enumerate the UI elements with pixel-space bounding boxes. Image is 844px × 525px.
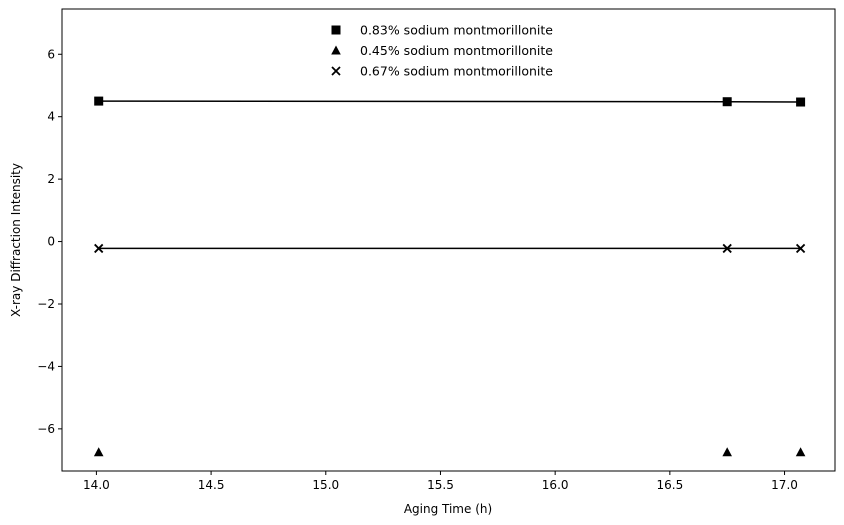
y-tick-label: −4	[37, 359, 55, 373]
data-point-shape	[94, 96, 104, 106]
x-tick-label: 14.5	[198, 478, 225, 492]
x-axis: 14.0 14.5 15.0 15.5 16.0 16.5 17.0	[83, 471, 798, 492]
legend-marker-shape	[331, 25, 341, 35]
y-tick-label: 6	[47, 47, 55, 61]
data-point-shape	[93, 447, 104, 457]
legend-item: 0.45% sodium montmorillonite	[331, 43, 553, 58]
x-tick-label: 16.5	[656, 478, 683, 492]
series-3	[94, 243, 806, 254]
legend: 0.83% sodium montmorillonite 0.45% sodium…	[331, 23, 553, 79]
legend-item: 0.83% sodium montmorillonite	[331, 23, 553, 38]
series-1	[94, 96, 806, 107]
x-axis-label: Aging Time (h)	[404, 502, 492, 516]
data-point	[722, 243, 732, 254]
data-point	[93, 447, 104, 457]
data-point	[796, 97, 806, 107]
x-tick-label: 15.5	[427, 478, 454, 492]
legend-item: 0.67% sodium montmorillonite	[331, 64, 553, 79]
data-point	[795, 243, 806, 254]
legend-marker	[331, 25, 341, 35]
data-point-stroke-b	[722, 243, 732, 254]
series-line	[98, 100, 801, 103]
data-point-shape	[795, 447, 806, 457]
plot-area	[93, 96, 806, 457]
legend-label: 0.83% sodium montmorillonite	[360, 23, 553, 38]
x-tick-label: 16.0	[542, 478, 569, 492]
legend-marker	[331, 45, 341, 55]
x-tick-label: 15.0	[312, 478, 339, 492]
y-tick-label: 0	[47, 235, 55, 249]
x-tick-label: 14.0	[83, 478, 110, 492]
legend-label: 0.67% sodium montmorillonite	[360, 64, 553, 79]
series-2	[93, 447, 806, 457]
data-point	[795, 447, 806, 457]
y-tick-label: −6	[37, 422, 55, 436]
data-point-shape	[722, 97, 732, 107]
data-point	[94, 243, 104, 254]
legend-label: 0.45% sodium montmorillonite	[360, 43, 553, 58]
data-point-shape	[796, 97, 806, 107]
x-tick-label: 17.0	[771, 478, 798, 492]
plot-frame	[61, 8, 836, 472]
legend-marker-shape	[331, 45, 341, 55]
y-tick-label: −2	[37, 297, 55, 311]
data-point-stroke-b	[94, 243, 104, 254]
y-axis-label: X-ray Diffraction Intensity	[9, 163, 23, 317]
legend-marker	[331, 66, 341, 76]
y-axis: −6 −4 −2 0 2 4 6	[37, 47, 62, 436]
legend-marker-stroke-b	[331, 66, 341, 76]
data-point	[722, 447, 732, 457]
data-point-shape	[722, 447, 732, 457]
data-point-stroke-b	[795, 243, 806, 254]
data-point	[94, 96, 104, 106]
y-tick-label: 4	[47, 110, 55, 124]
data-point	[722, 97, 732, 107]
y-tick-label: 2	[47, 172, 55, 186]
